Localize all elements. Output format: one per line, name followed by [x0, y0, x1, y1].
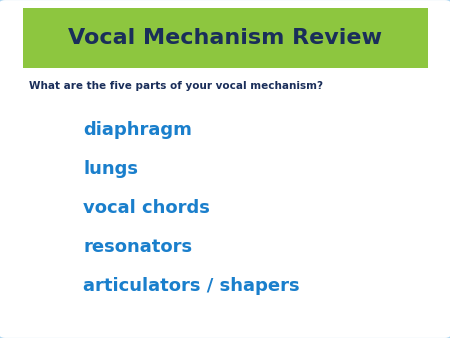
- Text: vocal chords: vocal chords: [83, 199, 210, 217]
- Text: diaphragm: diaphragm: [83, 121, 192, 139]
- Text: articulators / shapers: articulators / shapers: [83, 276, 300, 295]
- Text: Vocal Mechanism Review: Vocal Mechanism Review: [68, 28, 382, 48]
- Text: What are the five parts of your vocal mechanism?: What are the five parts of your vocal me…: [29, 81, 323, 91]
- FancyBboxPatch shape: [22, 8, 427, 68]
- Text: lungs: lungs: [83, 160, 138, 178]
- Text: resonators: resonators: [83, 238, 193, 256]
